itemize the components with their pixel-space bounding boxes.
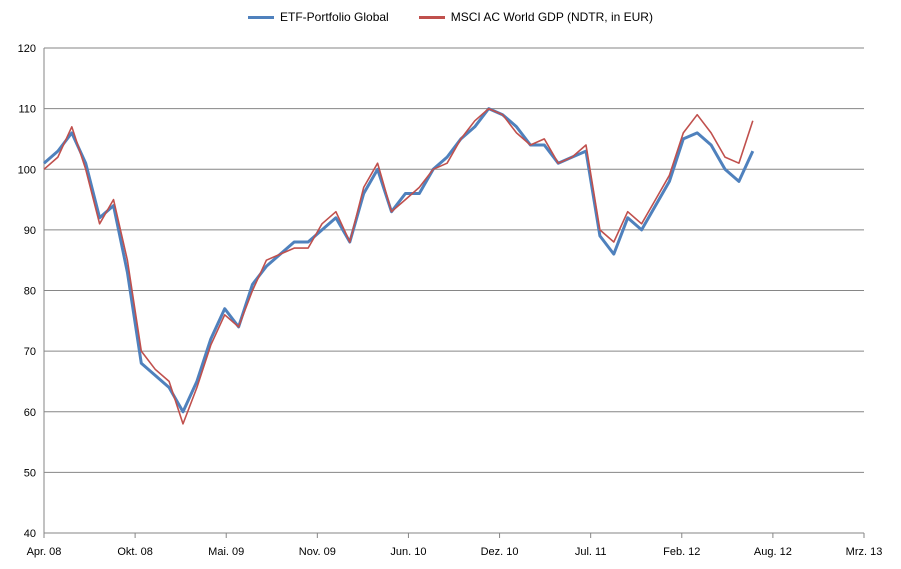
- y-tick-label: 50: [24, 467, 36, 479]
- x-tick-label: Jul. 11: [575, 546, 607, 558]
- y-tick-label: 110: [18, 104, 36, 116]
- y-tick-label: 90: [24, 225, 36, 237]
- series-line-etf: [43, 107, 755, 414]
- axes: [43, 48, 865, 538]
- legend-label-etf: ETF-Portfolio Global: [280, 10, 389, 24]
- y-tick-label: 80: [24, 286, 36, 298]
- x-tick-label: Feb. 12: [663, 546, 700, 558]
- x-tick-label: Mai. 09: [208, 546, 244, 558]
- x-tick-label: Dez. 10: [481, 546, 519, 558]
- x-tick-label: Mrz. 13: [846, 546, 883, 558]
- legend-item-msci: MSCI AC World GDP (NDTR, in EUR): [418, 10, 653, 24]
- y-tick-label: 40: [24, 528, 36, 540]
- legend-swatch-msci: [418, 15, 445, 19]
- series-lines: [43, 107, 755, 425]
- series-line-msci: [43, 107, 754, 425]
- x-tick-label: Jun. 10: [390, 546, 426, 558]
- x-tick-label: Nov. 09: [299, 546, 336, 558]
- gridlines: [44, 47, 864, 534]
- legend-item-etf: ETF-Portfolio Global: [248, 10, 389, 24]
- y-tick-label: 120: [18, 43, 36, 55]
- x-tick-label: Aug. 12: [754, 546, 792, 558]
- x-tick-label: Okt. 08: [117, 546, 152, 558]
- y-tick-labels: 40 50 60 70 80 90 100 110 120: [18, 43, 36, 540]
- x-tick-label: Apr. 08: [27, 546, 62, 558]
- x-tick-labels: Apr. 08 Okt. 08 Mai. 09 Nov. 09 Jun. 10 Dez. …: [27, 546, 883, 558]
- y-tick-label: 100: [18, 164, 36, 176]
- legend-label-msci: MSCI AC World GDP (NDTR, in EUR): [450, 10, 653, 24]
- y-tick-label: 70: [24, 346, 36, 358]
- y-tick-label: 60: [24, 407, 36, 419]
- legend-swatch-etf: [248, 15, 275, 19]
- legend: ETF-Portfolio Global MSCI AC World GDP (…: [0, 10, 901, 24]
